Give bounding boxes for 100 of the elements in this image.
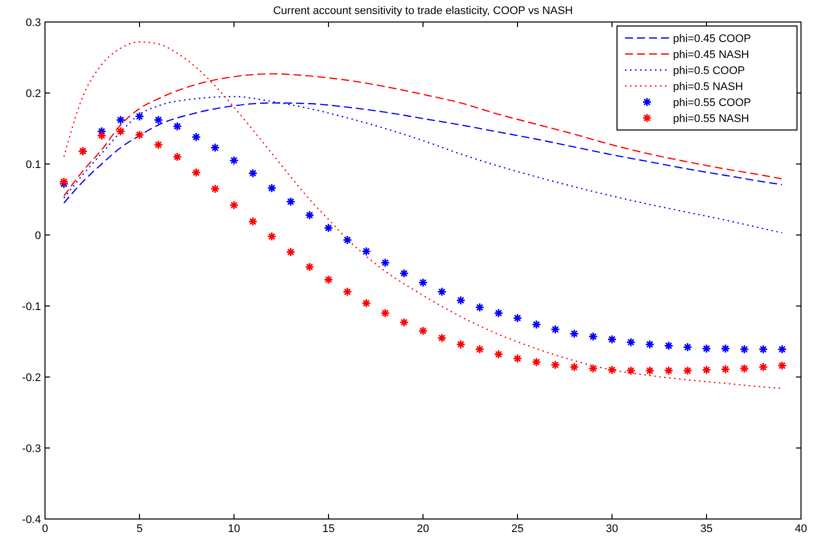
point bbox=[96, 126, 106, 136]
point bbox=[437, 287, 447, 297]
legend-label: phi=0.55 NASH bbox=[673, 113, 750, 125]
point bbox=[154, 140, 164, 150]
point bbox=[172, 152, 182, 162]
point bbox=[59, 179, 69, 189]
point bbox=[172, 122, 182, 132]
point bbox=[399, 268, 409, 278]
point bbox=[758, 362, 768, 372]
point bbox=[286, 247, 296, 257]
legend-label: phi=0.55 COOP bbox=[673, 97, 751, 109]
point bbox=[645, 366, 655, 376]
x-tick-label: 15 bbox=[322, 523, 335, 535]
legend-label: phi=0.5 NASH bbox=[673, 81, 744, 93]
point bbox=[342, 235, 352, 245]
point bbox=[399, 318, 409, 328]
point bbox=[248, 168, 258, 178]
point bbox=[342, 287, 352, 297]
point bbox=[512, 354, 522, 364]
point bbox=[96, 130, 106, 140]
point bbox=[362, 298, 372, 308]
point bbox=[456, 296, 466, 306]
point bbox=[626, 366, 636, 376]
point bbox=[777, 344, 787, 354]
point bbox=[758, 344, 768, 354]
x-tick-label: 10 bbox=[228, 523, 240, 535]
point bbox=[777, 360, 787, 370]
point bbox=[512, 313, 522, 323]
point bbox=[740, 344, 750, 354]
point bbox=[532, 320, 542, 330]
point bbox=[286, 196, 296, 206]
point bbox=[682, 366, 692, 376]
point bbox=[229, 200, 239, 210]
point bbox=[418, 326, 428, 336]
point bbox=[380, 308, 390, 318]
point bbox=[116, 126, 126, 136]
point bbox=[550, 324, 560, 334]
x-tick-label: 35 bbox=[700, 523, 713, 535]
y-tick-label: 0.1 bbox=[26, 159, 41, 171]
point bbox=[362, 246, 372, 256]
point bbox=[304, 262, 314, 272]
point bbox=[304, 210, 314, 220]
point bbox=[740, 364, 750, 374]
point bbox=[494, 308, 504, 318]
x-tick-label: 0 bbox=[42, 523, 48, 535]
point bbox=[720, 344, 730, 354]
point bbox=[664, 366, 674, 376]
point bbox=[59, 177, 69, 186]
point bbox=[191, 168, 201, 178]
x-tick-label: 5 bbox=[136, 523, 143, 535]
point bbox=[532, 357, 542, 367]
point bbox=[588, 364, 598, 374]
y-tick-label: 0 bbox=[34, 230, 41, 242]
point bbox=[569, 328, 579, 338]
point bbox=[702, 344, 712, 354]
point bbox=[626, 337, 636, 347]
line-series bbox=[63, 96, 783, 234]
point bbox=[248, 216, 258, 226]
point bbox=[210, 184, 220, 194]
point bbox=[437, 333, 447, 343]
point bbox=[702, 365, 712, 375]
point bbox=[645, 340, 655, 350]
y-tick-label: -0.2 bbox=[22, 372, 41, 384]
point bbox=[324, 223, 334, 233]
point bbox=[134, 130, 144, 140]
point bbox=[720, 364, 730, 374]
y-tick-label: 0.3 bbox=[26, 17, 41, 29]
point bbox=[550, 360, 560, 370]
point bbox=[267, 232, 277, 242]
x-tick-label: 20 bbox=[416, 523, 430, 535]
point bbox=[229, 156, 239, 166]
y-tick-label: -0.4 bbox=[22, 514, 41, 526]
point bbox=[210, 142, 220, 152]
legend-label: phi=0.45 NASH bbox=[673, 49, 750, 61]
x-tick-label: 25 bbox=[511, 523, 524, 535]
y-tick-label: -0.3 bbox=[22, 443, 41, 455]
point bbox=[474, 302, 484, 312]
legend-label: phi=0.5 COOP bbox=[673, 65, 745, 77]
point bbox=[324, 274, 334, 284]
y-tick-label: 0.2 bbox=[26, 88, 41, 100]
chart-title: Current account sensitivity to trade elasticity, COOP vs NASH bbox=[273, 5, 573, 17]
point bbox=[474, 344, 484, 354]
point bbox=[569, 362, 579, 372]
point bbox=[418, 278, 428, 288]
point bbox=[456, 340, 466, 350]
point bbox=[191, 132, 201, 142]
point bbox=[682, 342, 692, 352]
legend-label: phi=0.45 COOP bbox=[673, 33, 751, 45]
point bbox=[607, 365, 617, 375]
point bbox=[607, 334, 617, 344]
point bbox=[267, 183, 277, 193]
point bbox=[134, 112, 144, 122]
point bbox=[664, 341, 674, 351]
x-tick-label: 40 bbox=[794, 523, 808, 535]
point bbox=[380, 258, 390, 268]
x-tick-label: 30 bbox=[606, 523, 618, 535]
point bbox=[154, 115, 164, 125]
point bbox=[588, 332, 598, 342]
point bbox=[494, 350, 504, 360]
y-tick-label: -0.1 bbox=[22, 301, 41, 313]
